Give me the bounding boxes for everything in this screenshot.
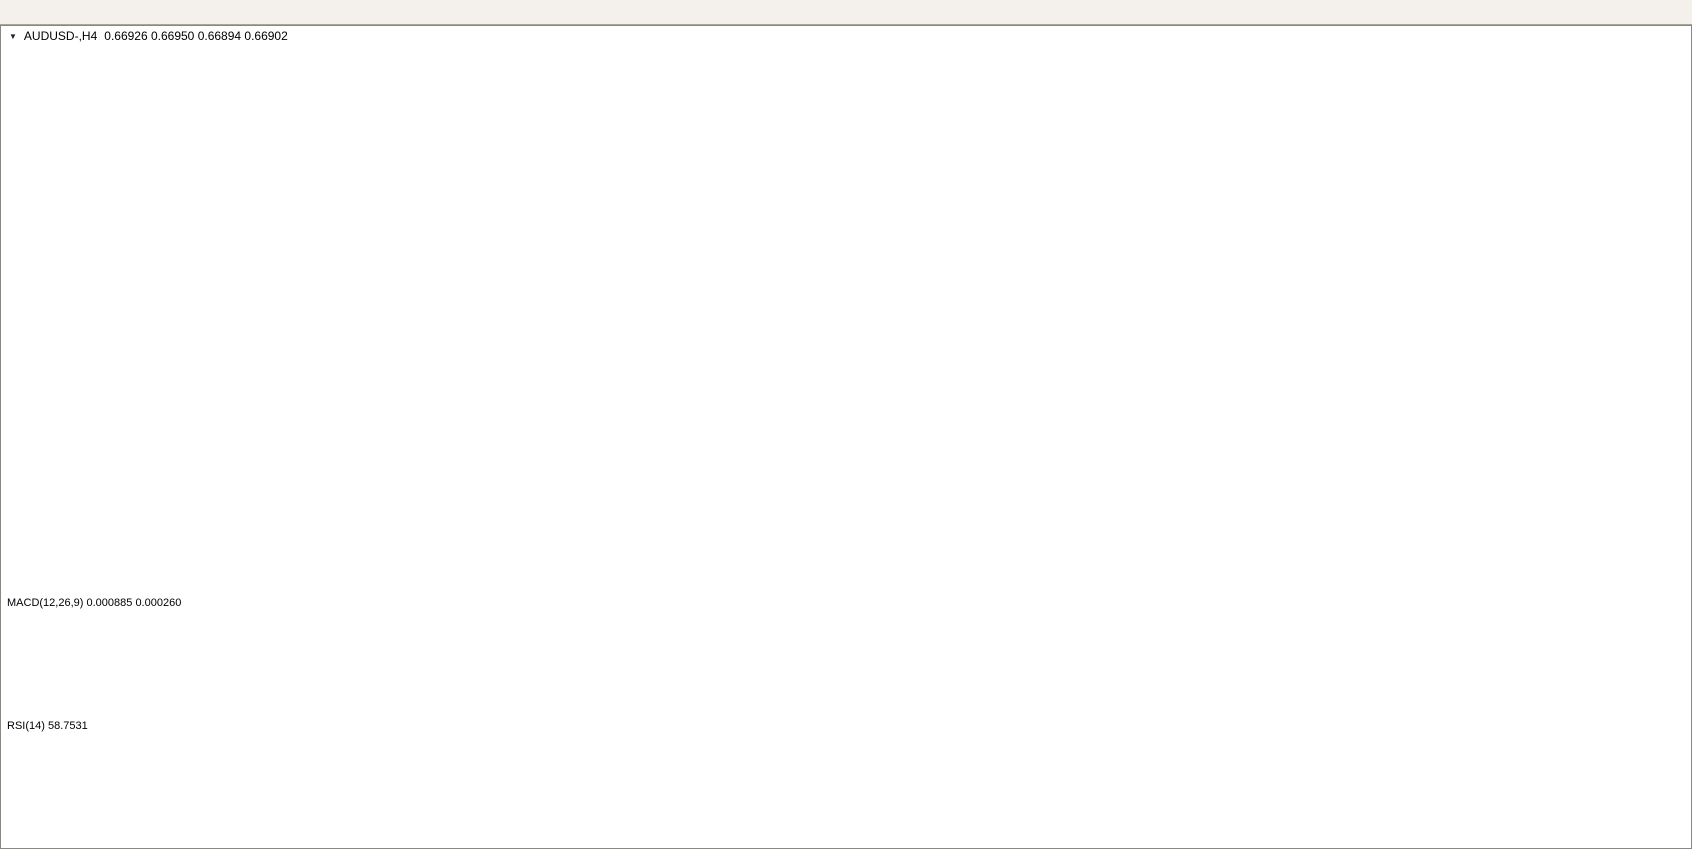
macd-label: MACD(12,26,9) 0.000885 0.000260 bbox=[7, 597, 181, 609]
chart-window bbox=[0, 25, 1692, 849]
chart-ohlc: 0.66926 0.66950 0.66894 0.66902 bbox=[104, 29, 288, 43]
macd-signal-value: 0.000260 bbox=[135, 597, 182, 609]
chart-title: AUDUSD-,H4 bbox=[23, 29, 98, 43]
symbol-dropdown-icon[interactable]: ▼ bbox=[9, 31, 17, 41]
chart-title-bar: ▼ AUDUSD-,H4 0.66926 0.66950 0.66894 0.6… bbox=[9, 29, 288, 43]
macd-name: MACD(12,26,9) bbox=[7, 597, 84, 609]
toolbar bbox=[0, 0, 1692, 25]
chart-canvas[interactable] bbox=[0, 25, 1692, 848]
rsi-label: RSI(14) 58.7531 bbox=[7, 720, 88, 732]
macd-main-value: 0.000885 bbox=[86, 597, 133, 609]
rsi-name: RSI(14) bbox=[7, 720, 45, 732]
rsi-value: 58.7531 bbox=[47, 720, 88, 732]
